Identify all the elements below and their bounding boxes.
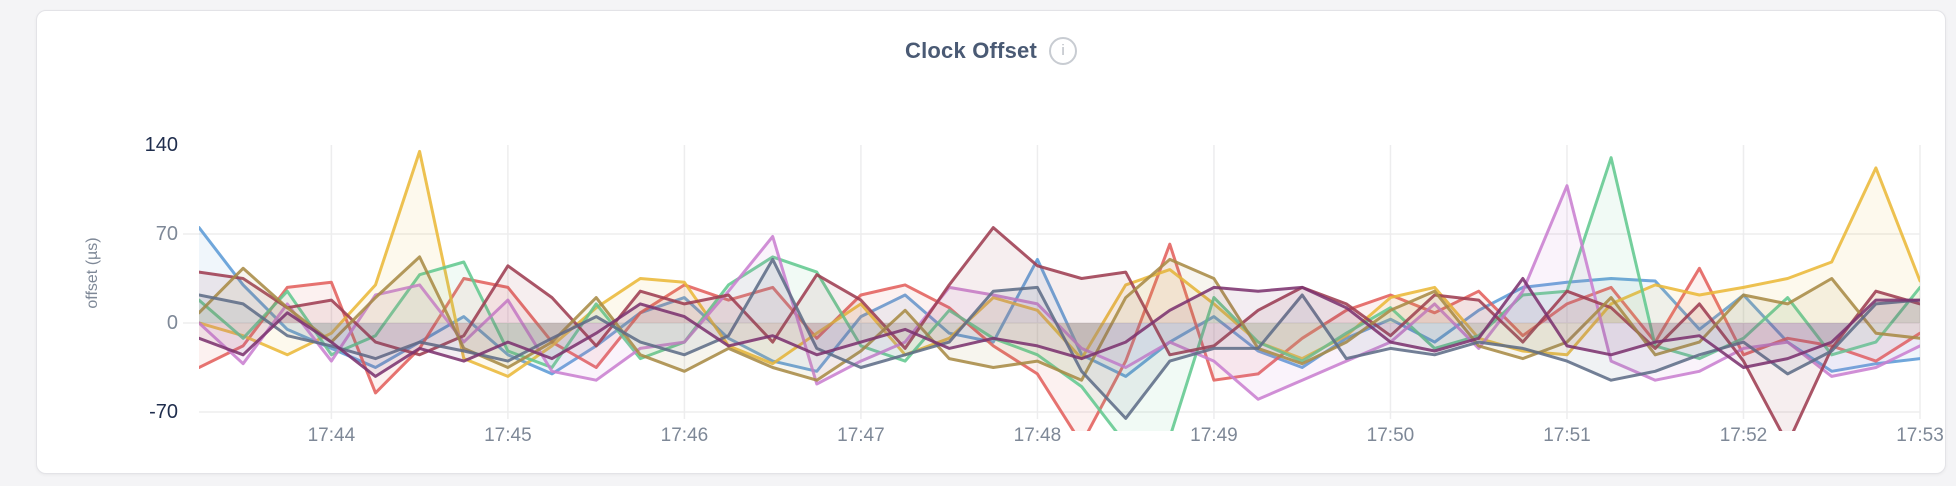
series-orchid-area bbox=[199, 185, 1920, 400]
info-icon[interactable]: i bbox=[1048, 37, 1077, 65]
series-khaki-line bbox=[199, 255, 1920, 382]
x-tick-label: 17:48 bbox=[1013, 425, 1062, 446]
x-tick-label: 17:44 bbox=[307, 425, 356, 446]
chart-header: Clock Offset i bbox=[37, 37, 1945, 65]
x-tick-label: 17:50 bbox=[1366, 425, 1415, 446]
chart-title: Clock Offset bbox=[905, 38, 1037, 63]
x-tick-label: 17:52 bbox=[1719, 425, 1768, 446]
series-plum-area bbox=[199, 278, 1920, 377]
chart-area: Clock Offset i offset (µs) 140 70 0 -70 17:… bbox=[37, 11, 1945, 473]
x-tick-label: 17:46 bbox=[660, 425, 709, 446]
series-blue-line bbox=[199, 226, 1920, 378]
series-yellow-area bbox=[199, 151, 1920, 377]
series-red-area bbox=[199, 244, 1920, 431]
y-tick-label: 70 bbox=[155, 223, 178, 245]
y-tick-label: 140 bbox=[144, 134, 178, 156]
x-tick-label: 17:51 bbox=[1543, 425, 1591, 446]
series-orchid-line bbox=[199, 184, 1920, 401]
x-tick-label: 17:45 bbox=[484, 425, 532, 446]
x-tick-label: 17:49 bbox=[1190, 425, 1238, 446]
series-slate-line bbox=[199, 257, 1920, 420]
x-tick-label: 17:47 bbox=[837, 425, 885, 446]
x-tick-label: 17:53 bbox=[1896, 425, 1944, 446]
clock-offset-card: Clock Offset i offset (µs) 140 70 0 -70 17:… bbox=[36, 10, 1946, 474]
series-slate-area bbox=[199, 259, 1920, 419]
series-khaki-area bbox=[199, 256, 1920, 381]
series-maroon-line bbox=[199, 226, 1920, 431]
series-group bbox=[199, 149, 1920, 431]
series-red-line bbox=[199, 242, 1920, 431]
y-tick-label: 0 bbox=[166, 312, 178, 334]
y-tick-label: -70 bbox=[149, 401, 178, 423]
y-axis-title: offset (µs) bbox=[84, 237, 101, 309]
plot-svg[interactable] bbox=[177, 106, 1927, 439]
series-plum-line bbox=[199, 277, 1920, 378]
